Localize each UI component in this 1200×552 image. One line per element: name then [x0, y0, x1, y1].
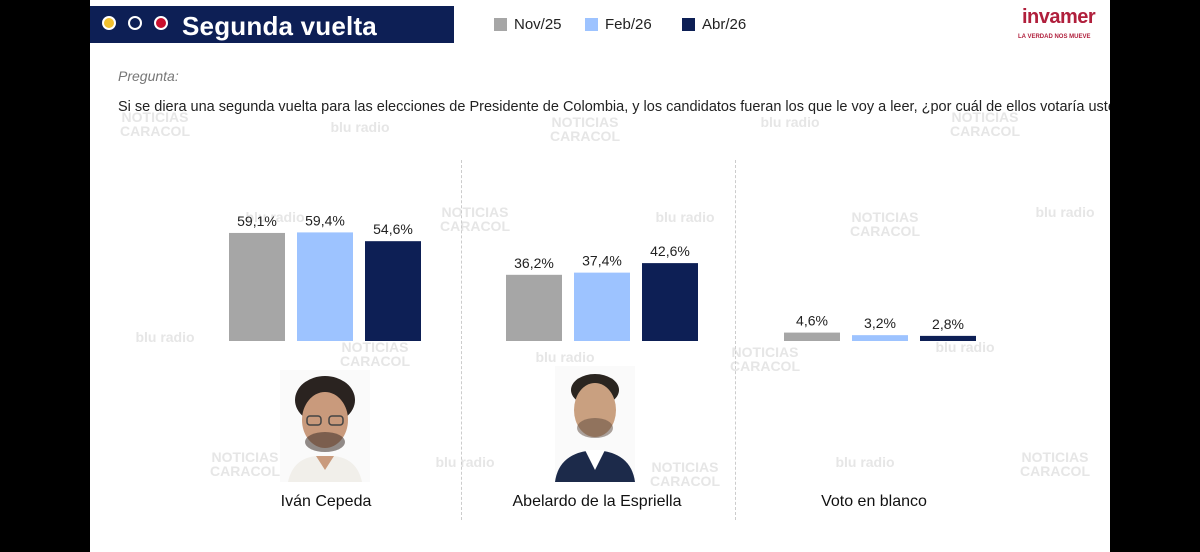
watermark-logo: blu radio [245, 209, 305, 225]
watermark-logo: blu radio [135, 329, 195, 345]
invamer-logo: invamer LA VERDAD NOS MUEVE [1010, 6, 1100, 46]
bar [852, 335, 908, 341]
group-label-espriella: Abelardo de la Espriella [512, 493, 682, 510]
legend-label: Abr/26 [702, 16, 747, 33]
slide: NOTICIAS CARACOL blu radio NOTICIAS CARACO… [90, 0, 1110, 552]
bar [506, 274, 562, 341]
group-label-cepeda: Iván Cepeda [280, 493, 372, 510]
group-divider [735, 160, 736, 520]
data-label: 42,6% [650, 243, 690, 259]
logo-tagline: LA VERDAD NOS MUEVE [1018, 34, 1091, 40]
watermark-logo: NOTICIAS CARACOL [650, 459, 720, 489]
watermark-logo: NOTICIAS CARACOL [550, 114, 620, 144]
red-dot-icon [154, 16, 168, 30]
watermark-logo: blu radio [760, 114, 820, 130]
bar-chart: 59,1% 36,2% 4,6% 59,4% 37,4% 3,2% 54,6% 42,6% 2,… [229, 212, 976, 341]
navy-dot-icon [128, 16, 142, 30]
group-divider [461, 160, 462, 520]
data-label: 54,6% [373, 221, 413, 237]
watermark-logo: blu radio [535, 349, 595, 365]
watermark-logo: NOTICIAS CARACOL [340, 339, 410, 369]
watermark-logo: NOTICIAS CARACOL [1020, 449, 1090, 479]
bar [229, 232, 285, 341]
legend-swatch [682, 18, 695, 31]
page-title: Segunda vuelta [182, 11, 377, 41]
data-label: 59,4% [305, 212, 345, 228]
watermark-logo: NOTICIAS CARACOL [950, 109, 1020, 139]
question-label: Pregunta: [118, 68, 179, 84]
logo-name: invamer [1022, 6, 1096, 28]
ivan-cepeda-portrait [280, 370, 370, 482]
watermark-logo: blu radio [1035, 204, 1095, 220]
data-label: 36,2% [514, 255, 554, 271]
watermark-logo: blu radio [835, 454, 895, 470]
data-label: 59,1% [237, 213, 277, 229]
data-label: 37,4% [582, 253, 622, 269]
data-label: 4,6% [796, 313, 828, 329]
legend-label: Nov/25 [514, 16, 562, 33]
watermark-logo: NOTICIAS CARACOL [440, 204, 510, 234]
watermark-logo: NOTICIAS CARACOL [210, 449, 280, 479]
legend-swatch [494, 18, 507, 31]
bar [365, 241, 421, 341]
data-label: 3,2% [864, 315, 896, 331]
watermark-logo: blu radio [435, 454, 495, 470]
legend-label: Feb/26 [605, 16, 652, 33]
watermark-logo: blu radio [330, 119, 390, 135]
title-bar: Segunda vuelta [90, 6, 454, 43]
yellow-dot-icon [102, 16, 116, 30]
bar [574, 272, 630, 341]
bar [920, 335, 976, 341]
question-text: Si se diera una segunda vuelta para las … [118, 99, 1110, 115]
legend-swatch [585, 18, 598, 31]
watermark-logo: NOTICIAS CARACOL [120, 109, 190, 139]
bar [297, 232, 353, 341]
group-label-blanco: Voto en blanco [821, 493, 927, 510]
watermark-logo: blu radio [655, 209, 715, 225]
bar [642, 263, 698, 341]
watermark-logo: blu radio [935, 339, 995, 355]
watermark-logo: NOTICIAS CARACOL [730, 344, 800, 374]
data-label: 2,8% [932, 316, 964, 332]
abelardo-de-la-espriella-portrait [555, 366, 635, 482]
watermark-logo: NOTICIAS CARACOL [850, 209, 920, 239]
bar [784, 332, 840, 341]
